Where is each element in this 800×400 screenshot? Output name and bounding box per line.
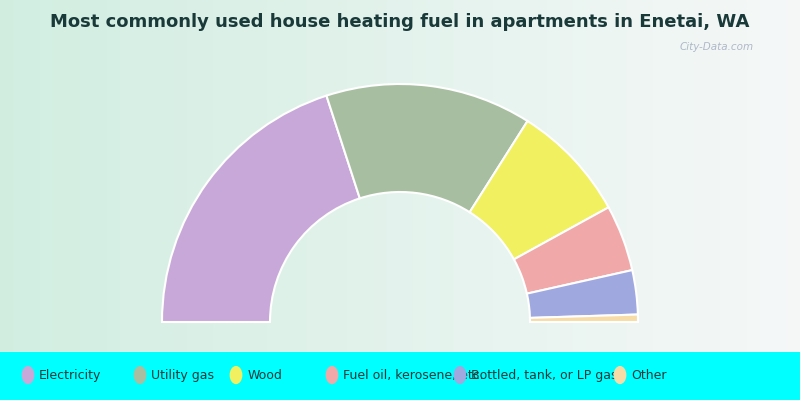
Bar <box>14 0 26 352</box>
Bar <box>346 0 360 352</box>
Bar <box>760 0 774 352</box>
Bar <box>480 0 494 352</box>
Bar <box>706 0 720 352</box>
Bar <box>266 0 280 352</box>
Text: Wood: Wood <box>247 368 282 382</box>
Bar <box>534 0 546 352</box>
Bar <box>120 0 134 352</box>
Bar <box>94 0 106 352</box>
Ellipse shape <box>22 366 34 384</box>
Bar <box>466 0 480 352</box>
Bar <box>666 0 680 352</box>
Bar <box>560 0 574 352</box>
Bar <box>574 0 586 352</box>
Bar <box>546 0 560 352</box>
Bar <box>454 0 466 352</box>
Wedge shape <box>530 314 638 322</box>
Bar <box>306 0 320 352</box>
Bar <box>386 0 400 352</box>
Bar <box>360 0 374 352</box>
Bar <box>226 0 240 352</box>
Wedge shape <box>326 84 527 212</box>
Bar <box>80 0 94 352</box>
Ellipse shape <box>230 366 242 384</box>
Bar <box>694 0 706 352</box>
Ellipse shape <box>134 366 146 384</box>
Bar <box>680 0 694 352</box>
Bar <box>106 0 120 352</box>
Bar <box>520 0 534 352</box>
Bar <box>186 0 200 352</box>
Bar <box>334 0 346 352</box>
Bar <box>614 0 626 352</box>
Bar <box>494 0 506 352</box>
Bar <box>734 0 746 352</box>
Bar <box>214 0 226 352</box>
Ellipse shape <box>614 366 626 384</box>
Bar <box>774 0 786 352</box>
Bar <box>146 0 160 352</box>
Bar <box>626 0 640 352</box>
Text: Fuel oil, kerosene, etc.: Fuel oil, kerosene, etc. <box>343 368 484 382</box>
Bar <box>374 0 386 352</box>
Bar <box>400 0 414 352</box>
Bar <box>440 0 454 352</box>
Bar <box>0 0 14 352</box>
Bar <box>320 0 334 352</box>
Text: Electricity: Electricity <box>39 368 102 382</box>
Bar <box>200 0 214 352</box>
Bar <box>254 0 266 352</box>
Bar <box>654 0 666 352</box>
Wedge shape <box>470 121 609 259</box>
Bar <box>66 0 80 352</box>
Bar <box>720 0 734 352</box>
Bar <box>240 0 254 352</box>
Bar <box>600 0 614 352</box>
Wedge shape <box>162 96 360 322</box>
Ellipse shape <box>454 366 466 384</box>
Bar <box>414 0 426 352</box>
Text: Most commonly used house heating fuel in apartments in Enetai, WA: Most commonly used house heating fuel in… <box>50 13 750 31</box>
Text: Utility gas: Utility gas <box>151 368 214 382</box>
Bar <box>54 0 66 352</box>
Wedge shape <box>514 207 632 294</box>
Wedge shape <box>527 270 638 318</box>
Text: City-Data.com: City-Data.com <box>680 42 754 52</box>
Bar <box>294 0 306 352</box>
Text: Other: Other <box>631 368 666 382</box>
Bar <box>586 0 600 352</box>
Bar <box>786 0 800 352</box>
Bar <box>506 0 520 352</box>
Text: Bottled, tank, or LP gas: Bottled, tank, or LP gas <box>471 368 618 382</box>
Bar <box>746 0 760 352</box>
Bar <box>426 0 440 352</box>
Bar <box>160 0 174 352</box>
Bar <box>26 0 40 352</box>
Bar <box>280 0 294 352</box>
Bar <box>134 0 146 352</box>
Bar <box>40 0 54 352</box>
Ellipse shape <box>326 366 338 384</box>
Bar <box>174 0 186 352</box>
Bar <box>640 0 654 352</box>
